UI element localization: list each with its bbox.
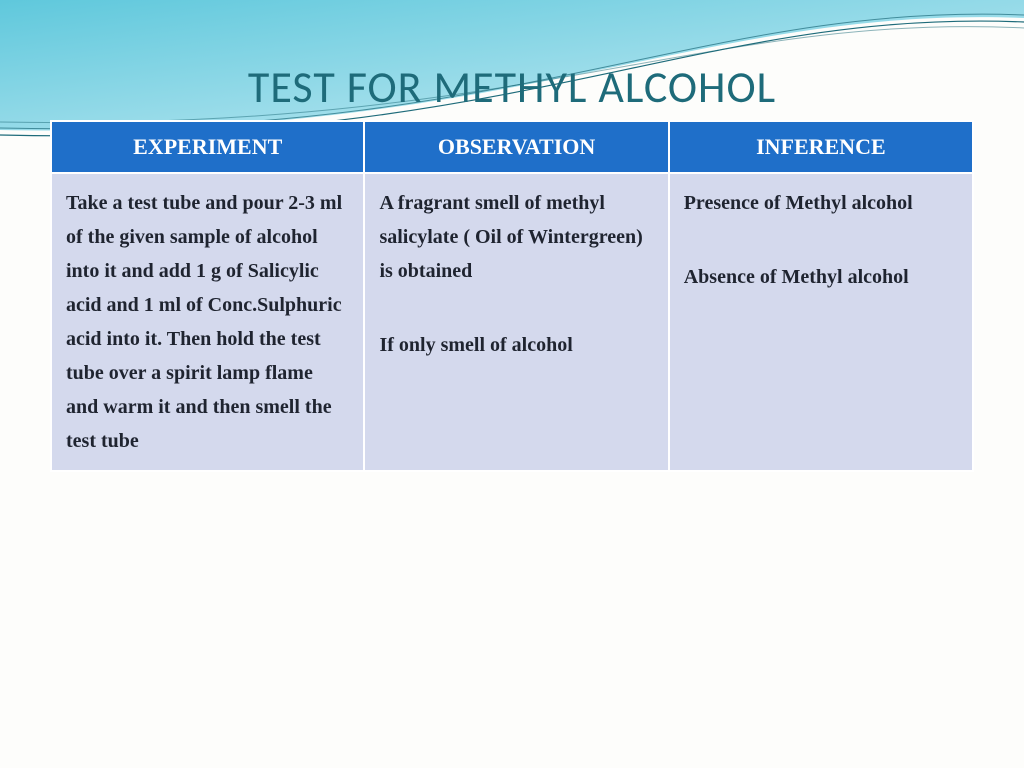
experiment-table: EXPERIMENT OBSERVATION INFERENCE Take a … bbox=[50, 120, 974, 472]
observation-1: A fragrant smell of methyl salicylate ( … bbox=[379, 186, 653, 288]
slide-title: TEST FOR METHYL ALCOHOL bbox=[50, 60, 974, 114]
col-observation: OBSERVATION bbox=[364, 121, 668, 173]
col-inference: INFERENCE bbox=[669, 121, 973, 173]
observation-2: If only smell of alcohol bbox=[379, 328, 653, 362]
inference-1: Presence of Methyl alcohol bbox=[684, 186, 958, 220]
table-header-row: EXPERIMENT OBSERVATION INFERENCE bbox=[51, 121, 973, 173]
cell-experiment: Take a test tube and pour 2-3 ml of the … bbox=[51, 173, 364, 471]
slide-content: TEST FOR METHYL ALCOHOL EXPERIMENT OBSER… bbox=[0, 0, 1024, 472]
col-experiment: EXPERIMENT bbox=[51, 121, 364, 173]
table-row: Take a test tube and pour 2-3 ml of the … bbox=[51, 173, 973, 471]
cell-inference: Presence of Methyl alcohol Absence of Me… bbox=[669, 173, 973, 471]
inference-2: Absence of Methyl alcohol bbox=[684, 260, 958, 294]
cell-observation: A fragrant smell of methyl salicylate ( … bbox=[364, 173, 668, 471]
